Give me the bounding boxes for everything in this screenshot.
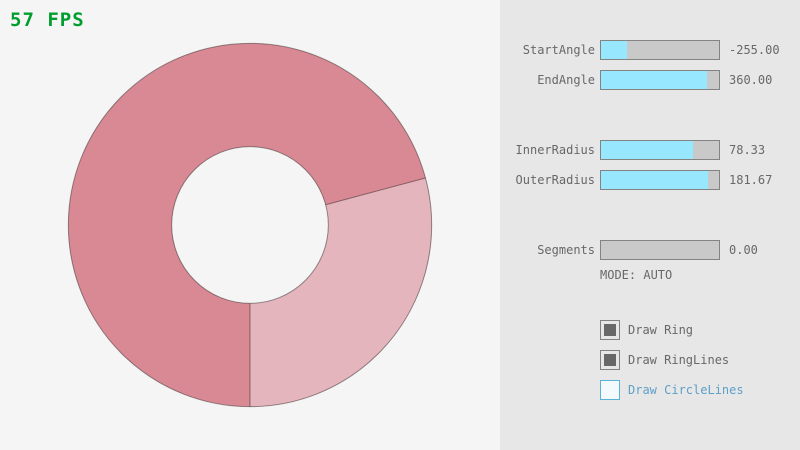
segments-slider[interactable] [600, 240, 720, 260]
control-panel: StartAngle -255.00 EndAngle 360.00 Inner… [500, 0, 800, 450]
segments-mode-label: MODE: AUTO [600, 268, 673, 282]
check-mark [604, 354, 616, 366]
fps-counter: 57 FPS [10, 9, 85, 31]
draw-circlelines-checkbox[interactable] [600, 380, 620, 400]
endangle-label: EndAngle [537, 73, 595, 87]
ring-startcap-line [325, 177, 426, 206]
slider-row-segments: Segments 0.00 [500, 240, 800, 260]
endangle-value: 360.00 [729, 73, 773, 87]
startangle-slider-fill [601, 41, 627, 59]
ring-inner-line [171, 146, 329, 304]
endangle-slider[interactable] [600, 70, 720, 90]
checkbox-draw-ringlines[interactable]: Draw RingLines [600, 350, 800, 370]
startangle-slider[interactable] [600, 40, 720, 60]
checkbox-draw-circlelines[interactable]: Draw CircleLines [600, 380, 800, 400]
slider-row-startangle: StartAngle -255.00 [500, 40, 800, 60]
outerradius-slider-fill [601, 171, 709, 189]
draw-ringlines-checkbox[interactable] [600, 350, 620, 370]
ring-outer-line [67, 42, 433, 408]
startangle-label: StartAngle [522, 43, 595, 57]
segments-value: 0.00 [729, 243, 758, 257]
ring-hole [171, 146, 329, 304]
segments-label: Segments [537, 243, 595, 257]
checkbox-draw-ring[interactable]: Draw Ring [600, 320, 800, 340]
innerradius-value: 78.33 [729, 143, 766, 157]
draw-ring-checkbox[interactable] [600, 320, 620, 340]
innerradius-label: InnerRadius [515, 143, 595, 157]
draw-circlelines-label: Draw CircleLines [628, 383, 744, 397]
outerradius-label: OuterRadius [515, 173, 595, 187]
check-mark [604, 324, 616, 336]
endangle-slider-fill [601, 71, 708, 89]
outerradius-value: 181.67 [729, 173, 773, 187]
outerradius-slider[interactable] [600, 170, 720, 190]
innerradius-slider[interactable] [600, 140, 720, 160]
innerradius-slider-fill [601, 141, 694, 159]
slider-row-endangle: EndAngle 360.00 [500, 70, 800, 90]
startangle-value: -255.00 [729, 43, 780, 57]
slider-row-outerradius: OuterRadius 181.67 [500, 170, 800, 190]
draw-ringlines-label: Draw RingLines [628, 353, 730, 367]
draw-ring-label: Draw Ring [628, 323, 694, 337]
slider-row-innerradius: InnerRadius 78.33 [500, 140, 800, 160]
